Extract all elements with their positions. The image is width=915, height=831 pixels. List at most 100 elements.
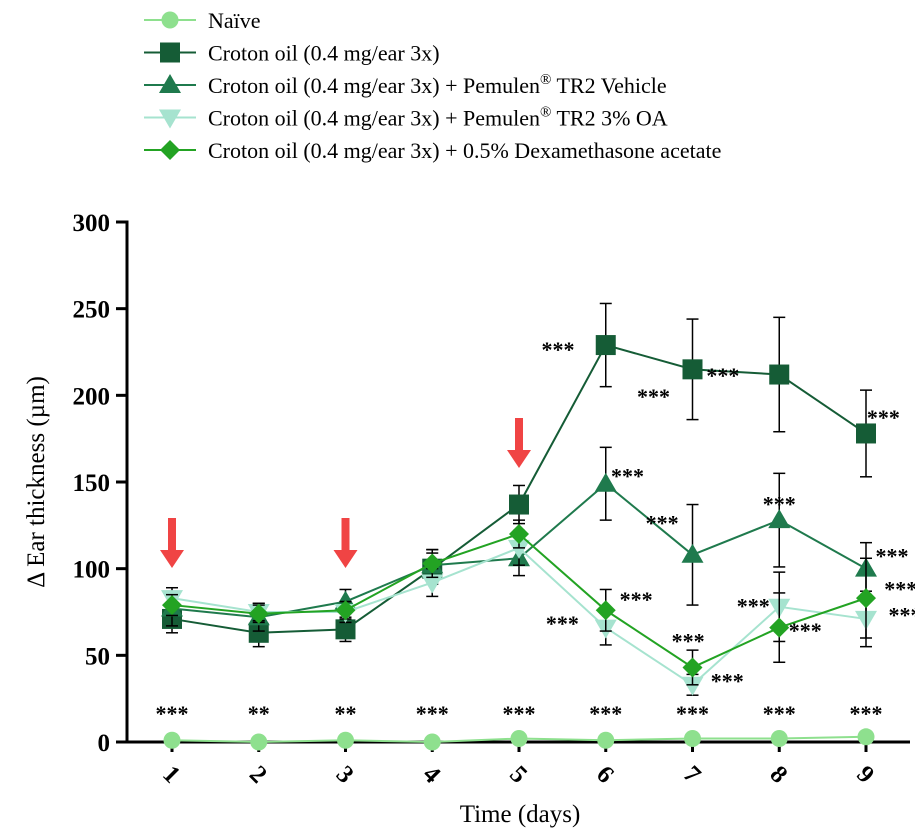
significance-label: ** (335, 701, 357, 726)
significance-label: *** (546, 611, 579, 636)
x-tick-label: 8 (765, 761, 793, 789)
significance-label: *** (542, 337, 575, 362)
data-point (421, 574, 444, 594)
data-point (768, 509, 791, 529)
significance-label: *** (646, 511, 679, 536)
x-tick-label: 6 (591, 761, 619, 789)
data-point (681, 543, 704, 563)
data-point (681, 676, 704, 696)
series (162, 302, 876, 648)
data-point (423, 733, 441, 751)
data-point (248, 603, 269, 624)
data-point (335, 600, 356, 621)
significance-label: *** (884, 576, 915, 601)
significance-label: *** (867, 405, 900, 430)
y-tick-label: 150 (73, 470, 111, 497)
significance-label: *** (850, 701, 883, 726)
data-point (684, 730, 701, 748)
data-point (769, 617, 790, 638)
data-point (770, 730, 788, 748)
x-tick-label: 3 (331, 761, 359, 789)
significance-label: *** (711, 668, 744, 693)
significance-label: *** (763, 701, 796, 726)
y-tick-label: 250 (73, 297, 111, 324)
dosing-arrow (333, 518, 358, 568)
data-point (769, 364, 790, 385)
legend-label: Croton oil (0.4 mg/ear 3x) + Pemulen® TR… (208, 72, 667, 98)
plot-area (161, 302, 877, 751)
y-tick-label: 50 (85, 643, 110, 670)
data-point (509, 494, 529, 515)
significance-labels: *** ** ** *** *** *** *** *** ******************… (156, 337, 915, 726)
data-point (510, 730, 528, 748)
legend-item: Croton oil (0.4 mg/ear 3x) + Pemulen® TR… (144, 105, 668, 131)
significance-label: *** (789, 618, 822, 643)
data-point (508, 539, 530, 559)
significance-label: *** (637, 384, 670, 409)
series (162, 519, 876, 686)
dosing-arrows (160, 418, 531, 568)
legend-item: Croton oil (0.4 mg/ear 3x) + Pemulen® TR… (144, 72, 667, 98)
significance-label: *** (156, 701, 189, 726)
data-point (597, 731, 615, 749)
legend-marker (159, 74, 181, 93)
legend-label: Naïve (208, 8, 261, 33)
significance-label: *** (589, 701, 622, 726)
y-tick-label: 0 (98, 730, 111, 757)
legend-item: Croton oil (0.4 mg/ear 3x) (144, 41, 440, 66)
legend-marker (161, 11, 179, 29)
data-point (856, 423, 876, 444)
x-tick-label: 1 (157, 761, 185, 789)
data-point (595, 335, 616, 356)
x-tick-label: 5 (504, 761, 532, 789)
series (163, 728, 875, 751)
data-point (422, 553, 443, 574)
x-tick-label: 4 (418, 761, 446, 789)
data-point (594, 472, 617, 492)
significance-label: *** (706, 363, 739, 388)
x-tick-label: 2 (244, 761, 272, 789)
data-point (337, 731, 354, 749)
dosing-arrow (507, 418, 531, 468)
data-point (682, 359, 703, 380)
data-point (335, 619, 356, 640)
data-point (682, 657, 703, 678)
significance-label: *** (763, 491, 796, 516)
y-axis-title: Δ Ear thickness (µm) (23, 376, 50, 588)
y-tick-label: 100 (73, 557, 111, 584)
dosing-arrow (160, 518, 184, 568)
data-point (163, 731, 181, 749)
legend-marker (160, 140, 180, 160)
data-point (857, 728, 875, 746)
significance-label: *** (611, 464, 644, 489)
legend-marker (160, 42, 180, 63)
significance-label: *** (672, 628, 705, 653)
x-tick-label: 9 (851, 761, 879, 789)
data-point (509, 524, 529, 544)
legend-marker (159, 109, 181, 129)
legend-label: Croton oil (0.4 mg/ear 3x) + 0.5% Dexame… (208, 138, 721, 163)
significance-label: *** (737, 594, 770, 619)
y-tick-label: 300 (73, 210, 111, 237)
y-tick-label: 200 (73, 383, 111, 410)
significance-label: *** (416, 701, 449, 726)
data-point (595, 600, 616, 621)
significance-label: *** (676, 701, 709, 726)
data-point (856, 588, 876, 609)
significance-label: *** (503, 701, 536, 726)
x-axis-title: Time (days) (460, 801, 581, 828)
significance-label: *** (620, 587, 653, 612)
legend-label: Croton oil (0.4 mg/ear 3x) (208, 41, 440, 66)
significance-label: ** (248, 701, 270, 726)
x-tick-label: 7 (678, 761, 706, 789)
legend-item: Naïve (144, 8, 261, 33)
significance-label: *** (876, 543, 909, 568)
legend-item: Croton oil (0.4 mg/ear 3x) + 0.5% Dexame… (144, 138, 721, 163)
legend-label: Croton oil (0.4 mg/ear 3x) + Pemulen® TR… (208, 105, 668, 131)
data-point (248, 622, 269, 643)
significance-label: *** (889, 602, 915, 627)
data-point (250, 733, 268, 751)
legend: Naïve Croton oil (0.4 mg/ear 3x) Croton oi… (144, 8, 721, 163)
data-point (162, 595, 182, 616)
